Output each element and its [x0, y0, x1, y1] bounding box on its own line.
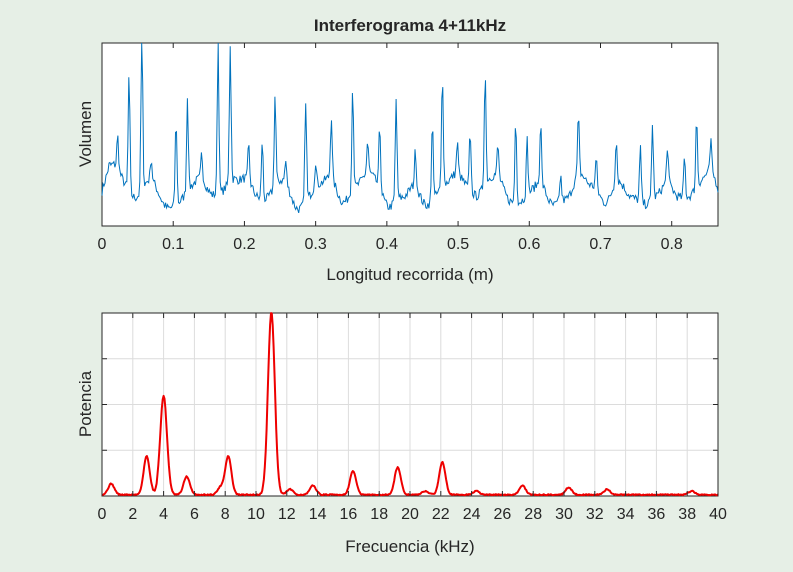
interferogram-x-tick-label: 0.7 — [589, 236, 611, 253]
interferogram-x-tick-label: 0.5 — [447, 236, 469, 253]
spectrum-x-tick-label: 2 — [128, 506, 137, 523]
interferogram-plot-area — [101, 42, 719, 227]
spectrum-x-tick-label: 34 — [617, 506, 635, 523]
interferogram-y-label: Volumen — [76, 101, 95, 167]
spectrum-x-tick-label: 14 — [309, 506, 327, 523]
interferogram-x-tick-label: 0.1 — [162, 236, 184, 253]
spectrum-grid — [102, 313, 718, 496]
spectrum-x-ticks: 0 2 4 6 8 10 12 14 16 18 20 22 24 26 28 30 32 34 36 38 40 — [98, 313, 727, 523]
interferogram-x-tick-label: 0.4 — [376, 236, 398, 253]
interferogram-line — [101, 42, 719, 214]
interferogram-x-tick-label: 0.8 — [661, 236, 683, 253]
spectrum-x-label: Frecuencia (kHz) — [345, 537, 474, 556]
interferogram-series — [101, 42, 719, 214]
spectrum-x-tick-label: 36 — [648, 506, 666, 523]
spectrum-x-tick-label: 30 — [555, 506, 573, 523]
interferogram-axes: 0 0.1 0.2 0.3 0.4 0.5 0.6 0.7 0.8 Interferograma… — [76, 16, 719, 284]
spectrum-x-tick-label: 0 — [98, 506, 107, 523]
spectrum-x-tick-label: 40 — [709, 506, 727, 523]
interferogram-title: Interferograma 4+11kHz — [314, 16, 506, 35]
interferogram-x-label: Longitud recorrida (m) — [326, 265, 493, 284]
interferogram-x-tick-label: 0 — [98, 236, 107, 253]
spectrum-x-tick-label: 32 — [586, 506, 604, 523]
spectrum-x-tick-label: 28 — [524, 506, 542, 523]
spectrum-x-tick-label: 22 — [432, 506, 450, 523]
spectrum-x-tick-label: 26 — [494, 506, 512, 523]
spectrum-x-tick-label: 4 — [159, 506, 168, 523]
interferogram-x-tick-label: 0.2 — [233, 236, 255, 253]
spectrum-x-tick-label: 8 — [221, 506, 230, 523]
spectrum-x-tick-label: 10 — [247, 506, 265, 523]
spectrum-x-tick-label: 20 — [401, 506, 419, 523]
spectrum-x-tick-label: 12 — [278, 506, 296, 523]
spectrum-x-tick-label: 6 — [190, 506, 199, 523]
spectrum-x-tick-label: 24 — [463, 506, 481, 523]
interferogram-x-tick-label: 0.3 — [305, 236, 327, 253]
spectrum-axes: 0 2 4 6 8 10 12 14 16 18 20 22 24 26 28 30 32 34 36 38 40 Fr… — [76, 312, 727, 556]
spectrum-y-label: Potencia — [76, 370, 95, 437]
interferogram-x-tick-label: 0.6 — [518, 236, 540, 253]
spectrum-x-tick-label: 38 — [678, 506, 696, 523]
spectrum-x-tick-label: 16 — [340, 506, 358, 523]
interferogram-x-ticks: 0 0.1 0.2 0.3 0.4 0.5 0.6 0.7 0.8 — [98, 43, 683, 253]
spectrum-x-tick-label: 18 — [370, 506, 388, 523]
